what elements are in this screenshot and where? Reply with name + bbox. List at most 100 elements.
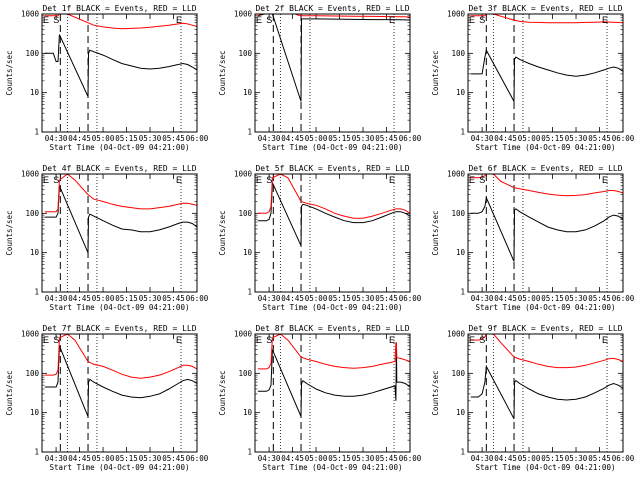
- x-axis-label: Start Time (04-Oct-09 04:21:00): [476, 303, 616, 312]
- series-lld-line: [44, 14, 197, 30]
- y-tick-label: 100: [238, 209, 252, 218]
- x-tick-label: 05:15: [541, 134, 564, 143]
- x-tick-label: 05:45: [162, 134, 185, 143]
- y-tick-label: 1: [34, 128, 39, 137]
- x-tick-label: 04:30: [45, 294, 68, 303]
- x-tick-label: 05:00: [518, 454, 541, 463]
- chart-title: Det 1f BLACK = Events, RED = LLD: [42, 4, 196, 13]
- chart-panel-2: Det 2f BLACK = Events, RED = LLD 1 10 100 10…: [218, 4, 422, 152]
- x-tick-label: 05:30: [352, 454, 375, 463]
- y-tick-label: 100: [25, 49, 39, 58]
- x-axis-label: Start Time (04-Oct-09 04:21:00): [263, 303, 403, 312]
- chart-panel-6: Det 6f BLACK = Events, RED = LLD 1 10 100 10…: [431, 164, 635, 312]
- y-tick-label: 1: [247, 288, 252, 297]
- x-tick-label: 05:30: [352, 134, 375, 143]
- x-axis-label: Start Time (04-Oct-09 04:21:00): [263, 143, 403, 152]
- y-axis-label: Counts/sec: [218, 50, 227, 95]
- chart-title: Det 9f BLACK = Events, RED = LLD: [468, 324, 622, 333]
- x-tick-label: 05:15: [541, 294, 564, 303]
- x-tick-label: 04:45: [68, 454, 91, 463]
- x-tick-label: 06:00: [399, 294, 422, 303]
- y-tick-label: 1000: [447, 330, 466, 339]
- x-tick-label: 05:00: [305, 294, 328, 303]
- y-tick-label: 10: [456, 248, 466, 257]
- x-tick-label: 04:45: [494, 454, 517, 463]
- x-axis-label: Start Time (04-Oct-09 04:21:00): [50, 303, 190, 312]
- x-tick-label: 05:15: [328, 134, 351, 143]
- marker-s-label: S: [53, 175, 59, 185]
- y-tick-label: 100: [451, 49, 465, 58]
- marker-s-label: S: [479, 15, 485, 25]
- marker-e-label: E: [43, 335, 49, 345]
- marker-s-label: S: [479, 175, 485, 185]
- x-tick-label: 05:30: [139, 294, 162, 303]
- chart-panel-9: Det 9f BLACK = Events, RED = LLD 1 10 100 10…: [431, 324, 635, 472]
- x-tick-label: 05:45: [588, 454, 611, 463]
- x-tick-label: 06:00: [186, 454, 209, 463]
- series-lld-line: [257, 334, 410, 370]
- x-tick-label: 06:00: [399, 454, 422, 463]
- y-tick-label: 10: [456, 408, 466, 417]
- y-tick-label: 1000: [234, 10, 253, 19]
- x-tick-label: 04:30: [471, 454, 494, 463]
- x-axis-label: Start Time (04-Oct-09 04:21:00): [476, 143, 616, 152]
- y-tick-label: 1000: [21, 330, 40, 339]
- x-tick-label: 05:30: [139, 134, 162, 143]
- x-tick-label: 05:00: [92, 134, 115, 143]
- y-tick-label: 1: [247, 448, 252, 457]
- plot-frame: [41, 333, 198, 453]
- y-tick-label: 1000: [21, 10, 40, 19]
- x-tick-label: 05:00: [305, 134, 328, 143]
- marker-e-label-end: E: [602, 15, 608, 25]
- y-tick-label: 1: [34, 288, 39, 297]
- series-lld-line: [257, 174, 410, 219]
- x-tick-label: 05:30: [565, 134, 588, 143]
- series-lld-line: [44, 334, 197, 379]
- plot-frame: [467, 13, 624, 133]
- y-tick-label: 100: [25, 209, 39, 218]
- x-tick-label: 04:30: [471, 294, 494, 303]
- series-lld-line: [470, 14, 623, 24]
- y-axis-label: Counts/sec: [5, 50, 14, 95]
- chart-panel-1: Det 1f BLACK = Events, RED = LLD 1 10 100 10…: [5, 4, 209, 152]
- marker-e-label-end: E: [389, 175, 395, 185]
- y-tick-label: 1: [460, 128, 465, 137]
- y-axis-label: Counts/sec: [431, 50, 440, 95]
- x-tick-label: 05:45: [375, 134, 398, 143]
- x-tick-label: 05:30: [565, 294, 588, 303]
- series-events-line: [470, 48, 623, 104]
- y-tick-label: 1: [460, 448, 465, 457]
- x-axis-label: Start Time (04-Oct-09 04:21:00): [263, 463, 403, 472]
- y-axis-label: Counts/sec: [431, 370, 440, 415]
- x-tick-label: 04:30: [471, 134, 494, 143]
- y-axis-label: Counts/sec: [218, 370, 227, 415]
- marker-e-label: E: [256, 15, 262, 25]
- x-tick-label: 05:45: [162, 294, 185, 303]
- x-tick-label: 04:30: [45, 454, 68, 463]
- y-tick-label: 100: [451, 369, 465, 378]
- marker-s-label: S: [266, 15, 272, 25]
- series-lld-line: [44, 174, 197, 213]
- chart-title: Det 5f BLACK = Events, RED = LLD: [255, 164, 409, 173]
- marker-e-label: E: [256, 175, 262, 185]
- x-tick-label: 06:00: [186, 134, 209, 143]
- x-tick-label: 05:15: [115, 454, 138, 463]
- plot-frame: [41, 173, 198, 293]
- marker-e-label-end: E: [176, 175, 182, 185]
- chart-panel-4: Det 4f BLACK = Events, RED = LLD 1 10 100 10…: [5, 164, 209, 312]
- y-tick-label: 10: [456, 88, 466, 97]
- x-tick-label: 04:45: [281, 134, 304, 143]
- y-tick-label: 1000: [21, 170, 40, 179]
- plot-frame: [467, 333, 624, 453]
- x-tick-label: 05:45: [588, 294, 611, 303]
- x-tick-label: 04:45: [281, 454, 304, 463]
- x-tick-label: 05:30: [565, 454, 588, 463]
- chart-title: Det 6f BLACK = Events, RED = LLD: [468, 164, 622, 173]
- y-tick-label: 1000: [447, 170, 466, 179]
- series-events-line: [470, 364, 623, 420]
- x-tick-label: 05:30: [352, 294, 375, 303]
- chart-title: Det 3f BLACK = Events, RED = LLD: [468, 4, 622, 13]
- marker-s-label: S: [53, 15, 59, 25]
- marker-e-label-end: E: [389, 15, 395, 25]
